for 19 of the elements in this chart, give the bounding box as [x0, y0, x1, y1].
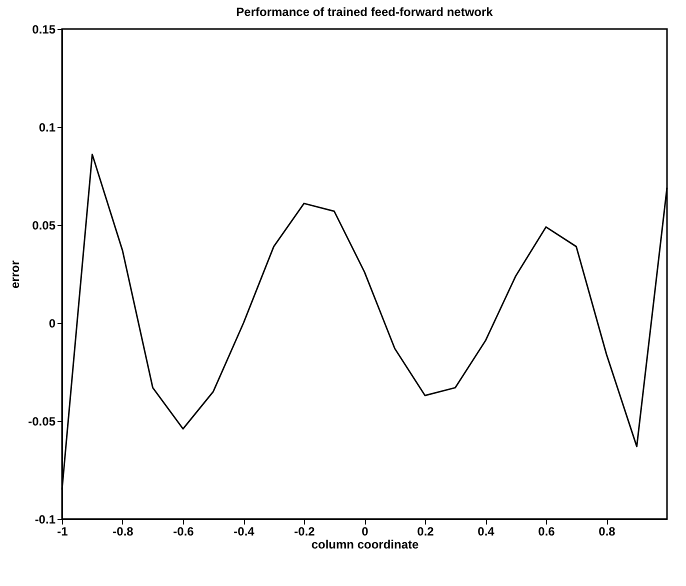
x-tick-label: -1	[57, 524, 68, 538]
y-tick-label: -0.1	[34, 512, 56, 526]
y-tick-label: 0.15	[32, 22, 56, 36]
x-tick-label: -0.8	[112, 524, 134, 538]
x-tick-label: -0.6	[173, 524, 194, 538]
y-tick-label: 0.05	[32, 218, 56, 232]
y-tick-label: 0	[48, 316, 56, 330]
x-tick-label: 0.8	[598, 524, 616, 538]
x-axis-title: column coordinate	[311, 538, 419, 552]
x-tick-label: 0	[362, 524, 369, 538]
y-tick-label: -0.05	[28, 414, 56, 428]
x-tick-label: 0.2	[417, 524, 434, 538]
x-tick-label: 0.6	[538, 524, 556, 538]
chart-title: Performance of trained feed-forward network	[236, 5, 494, 19]
x-tick-label: 0.4	[478, 524, 495, 538]
y-tick-label: 0.1	[38, 120, 56, 134]
x-tick-label: -0.4	[234, 524, 255, 538]
y-axis-title: error	[8, 260, 22, 289]
x-tick-label: -0.2	[294, 524, 316, 538]
